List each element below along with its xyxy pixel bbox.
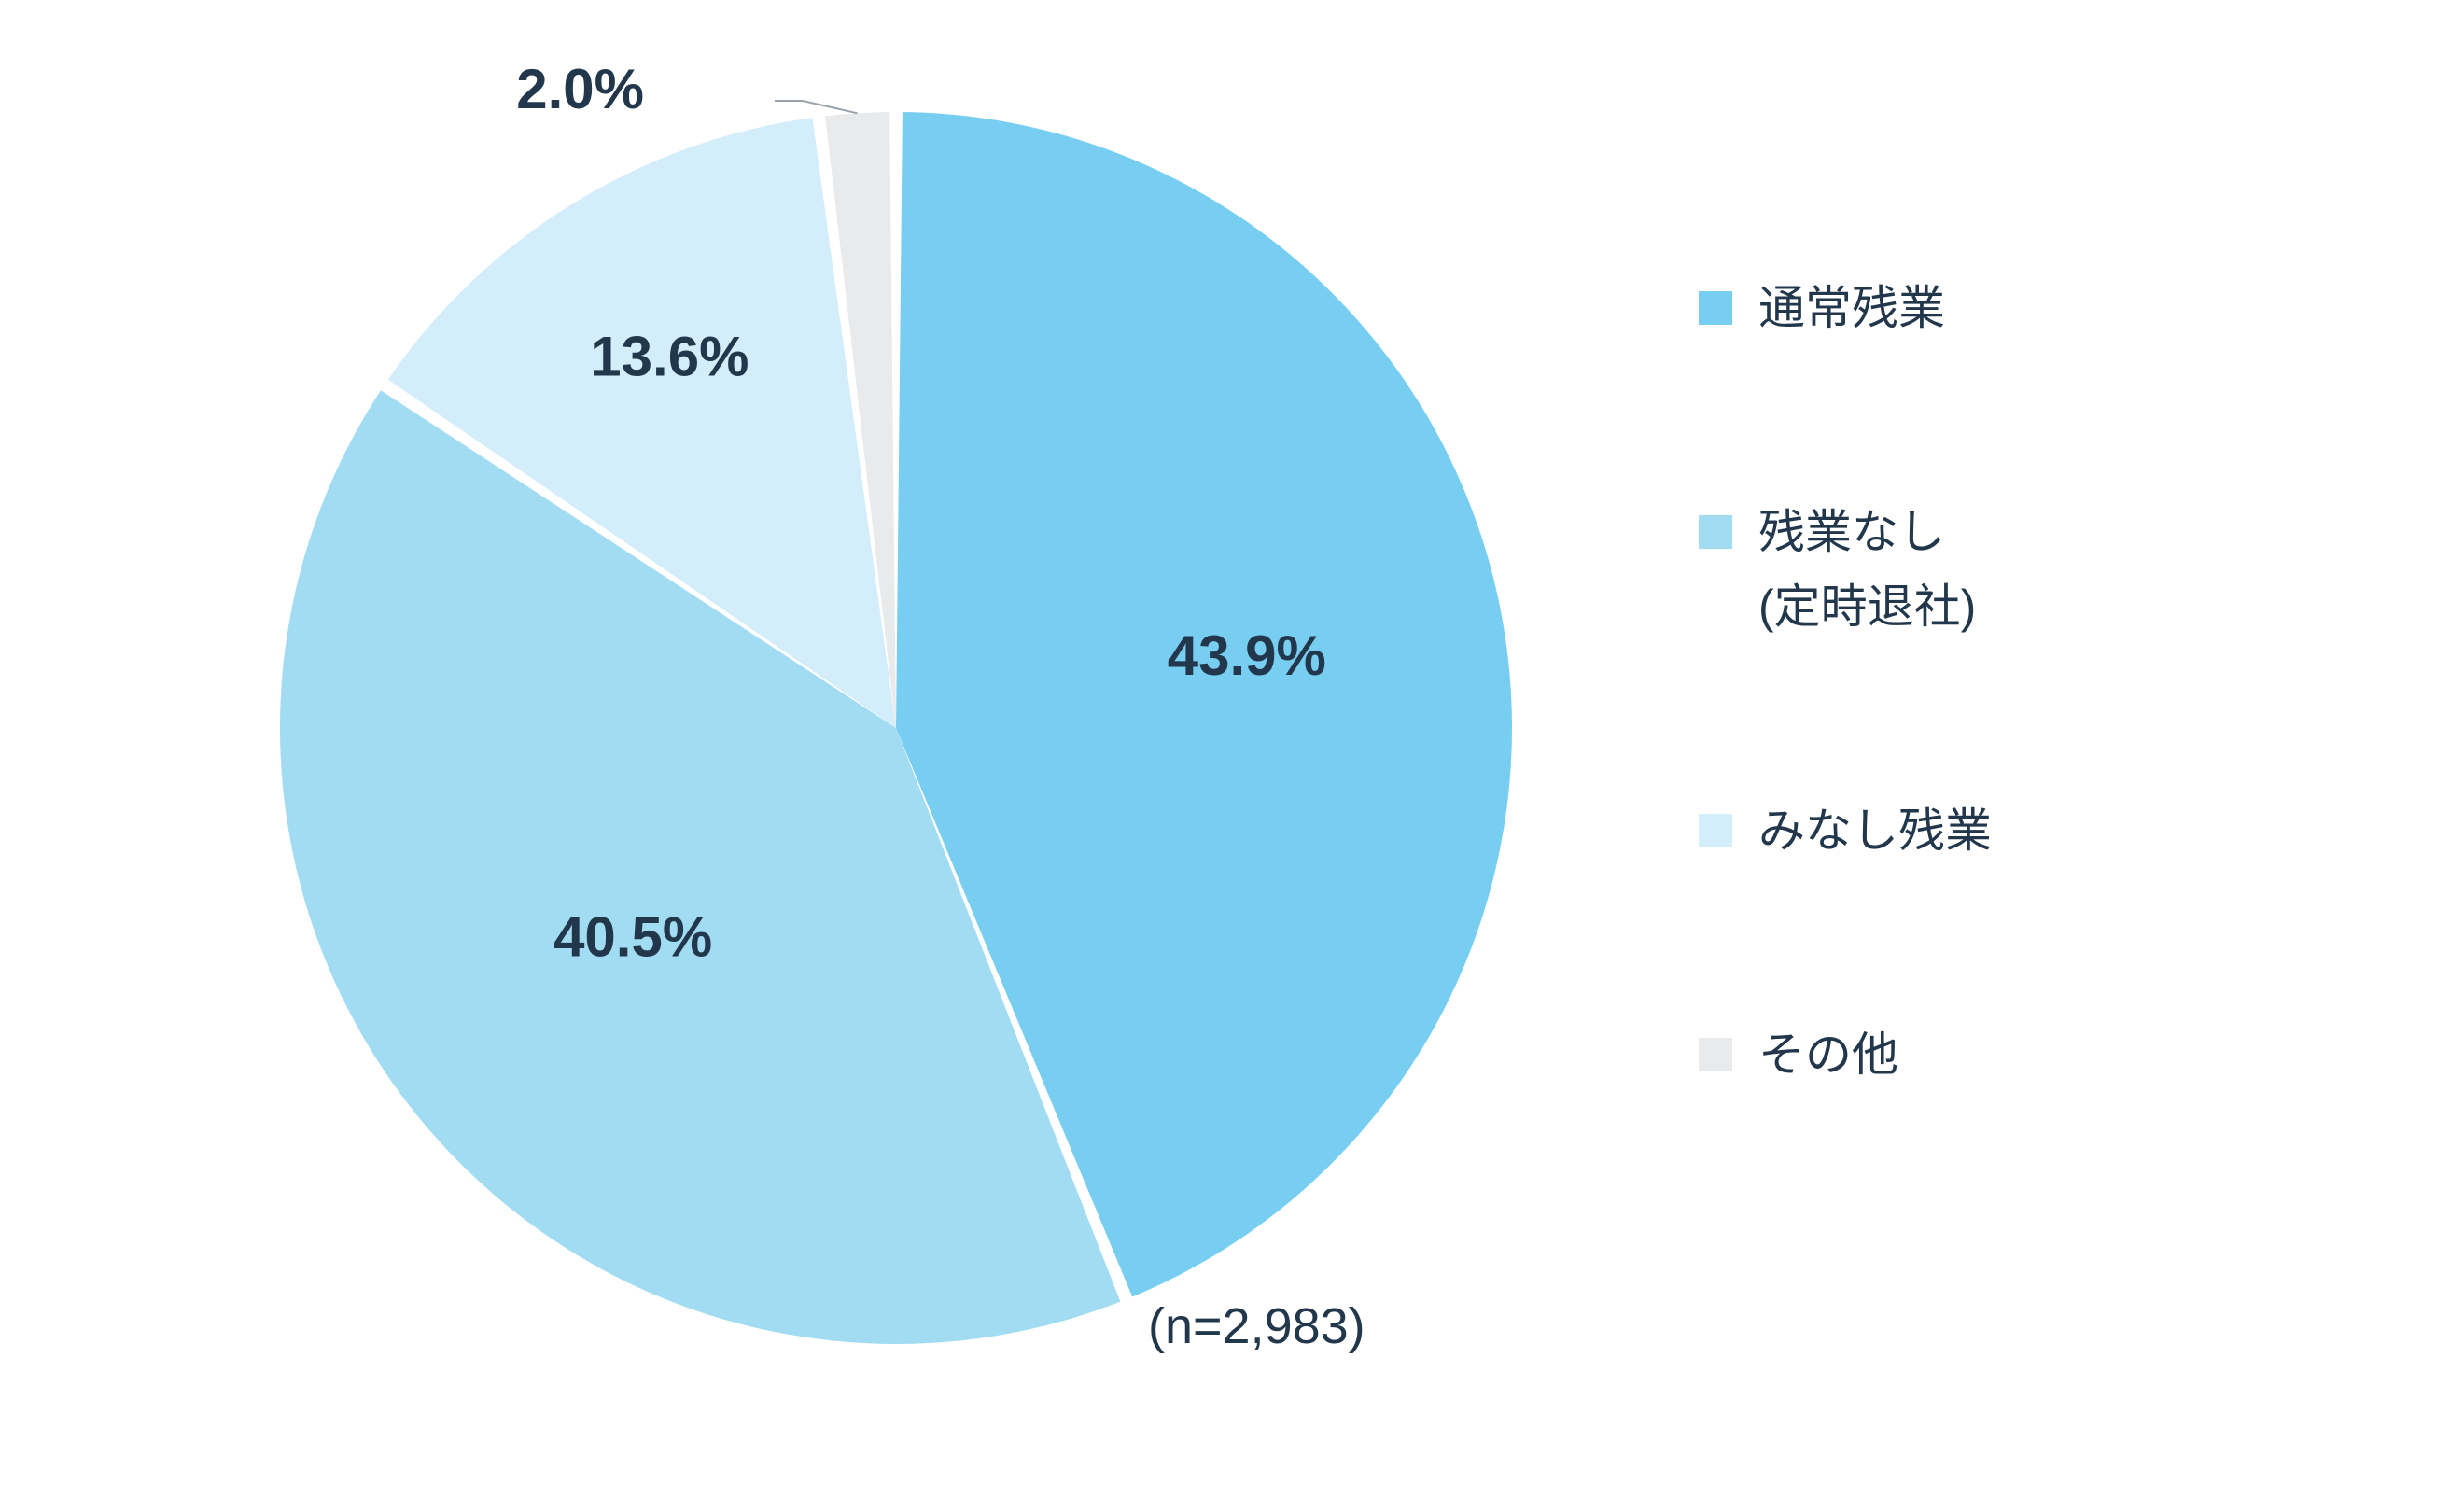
legend-label: みなし残業 bbox=[1758, 793, 1992, 868]
slice-value-label: 13.6% bbox=[590, 326, 749, 388]
pie-chart: 43.9% 40.5% 13.6% 2.0% bbox=[112, 0, 1680, 1512]
slice-value-label-outside: 2.0% bbox=[516, 58, 644, 120]
legend-label: その他 bbox=[1758, 1017, 1898, 1092]
sample-size-label: (n=2,983) bbox=[1148, 1297, 1365, 1355]
legend-item: 残業なし (定時退社) bbox=[1699, 495, 1992, 644]
slice-value-label: 43.9% bbox=[1168, 624, 1326, 687]
legend-swatch bbox=[1699, 291, 1732, 325]
legend-swatch bbox=[1699, 814, 1732, 847]
chart-frame: 43.9% 40.5% 13.6% 2.0% 通常残業 残業なし (定時退社) みなし残… bbox=[0, 0, 2464, 1386]
legend-item: 通常残業 bbox=[1699, 271, 1992, 345]
legend-label: 通常残業 bbox=[1758, 271, 1945, 345]
leader-line bbox=[775, 101, 858, 113]
legend-swatch bbox=[1699, 515, 1732, 549]
legend-item: みなし残業 bbox=[1699, 793, 1992, 868]
legend-item: その他 bbox=[1699, 1017, 1992, 1092]
legend-label: 残業なし (定時退社) bbox=[1758, 495, 1976, 644]
slice-value-label: 40.5% bbox=[553, 906, 712, 969]
legend: 通常残業 残業なし (定時退社) みなし残業その他 bbox=[1699, 271, 1992, 1092]
legend-swatch bbox=[1699, 1038, 1732, 1071]
